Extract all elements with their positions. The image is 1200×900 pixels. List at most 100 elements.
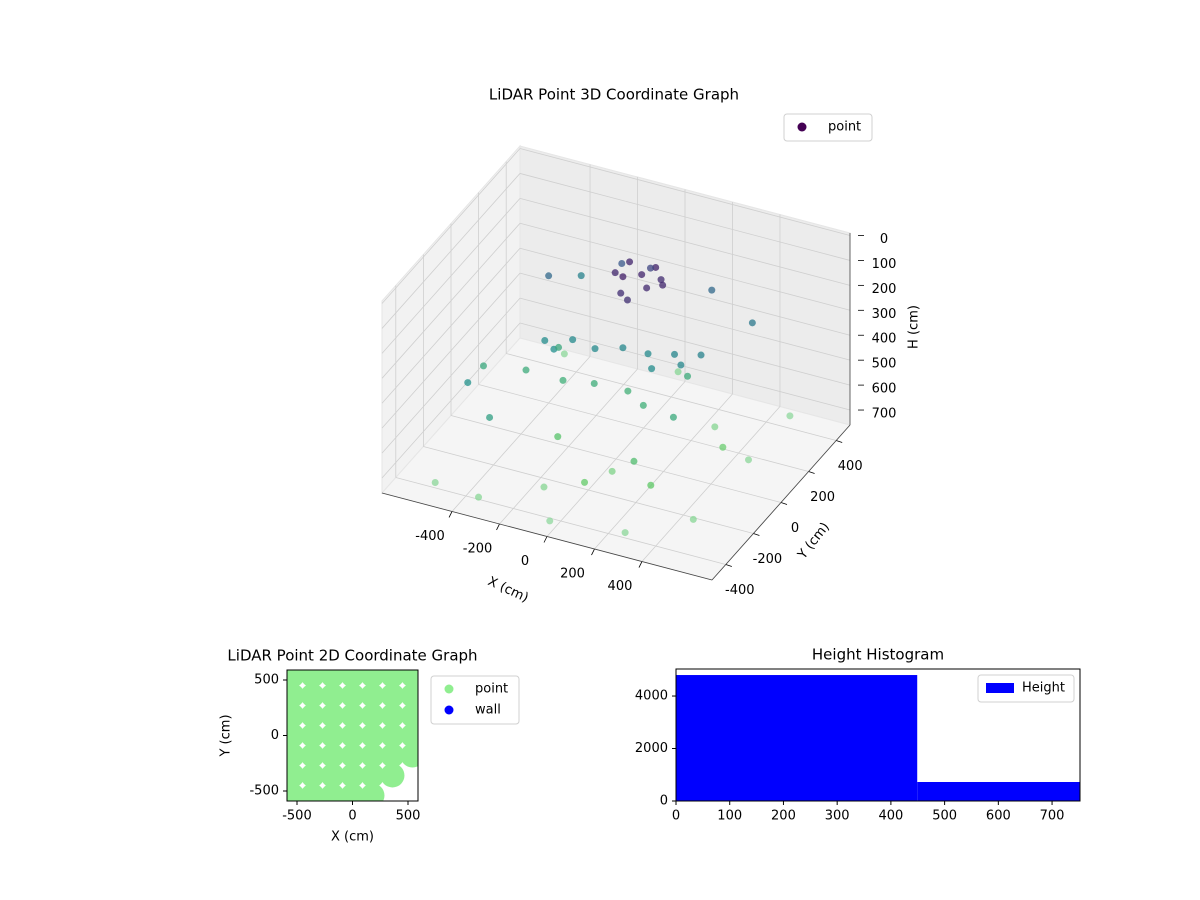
point: [300, 703, 325, 728]
legend-marker: [986, 683, 1014, 693]
point: [674, 368, 682, 376]
point: [647, 481, 655, 489]
point: [624, 387, 632, 395]
point: [554, 433, 562, 441]
point: [380, 743, 405, 768]
point: [581, 478, 589, 486]
point: [340, 670, 365, 688]
point: [719, 443, 727, 451]
point: [669, 413, 677, 421]
point: [360, 723, 385, 748]
point: [300, 743, 325, 768]
y-tick: [836, 440, 843, 443]
point: [287, 763, 305, 788]
chart-title: LiDAR Point 2D Coordinate Graph: [227, 647, 477, 665]
point: [630, 457, 638, 465]
x-tick-label: 700: [1040, 809, 1065, 824]
point: [479, 362, 487, 370]
point: [340, 683, 365, 708]
x-tick-label: 400: [878, 809, 903, 824]
point: [546, 517, 554, 525]
point: [320, 763, 345, 788]
x-tick-label: -200: [463, 541, 493, 556]
grid-line: [381, 272, 521, 429]
point: [621, 529, 629, 537]
plot-area: [287, 670, 418, 801]
point: [541, 336, 549, 344]
point: [608, 467, 616, 475]
grid-line: [519, 197, 851, 286]
point: [619, 273, 627, 281]
point: [340, 783, 365, 801]
y-tick: [753, 533, 760, 536]
point: [287, 670, 305, 688]
grid-line: [519, 247, 851, 336]
x-tick: [448, 511, 453, 518]
x-tick-label: 500: [932, 809, 957, 824]
y-tick-label: -200: [753, 552, 783, 567]
point: [623, 296, 631, 304]
point: [475, 493, 483, 501]
point: [626, 258, 634, 266]
z-tick-label: 400: [872, 332, 897, 347]
y-tick: [808, 471, 815, 474]
grid-line: [381, 223, 521, 379]
y-tick-label: -500: [249, 784, 279, 799]
z-tick-label: 600: [872, 382, 897, 397]
point: [360, 703, 385, 728]
point: [360, 683, 385, 708]
point: [619, 344, 627, 352]
point: [400, 723, 418, 748]
chart-title: LiDAR Point 3D Coordinate Graph: [489, 86, 739, 104]
x-tick-label: -500: [282, 809, 312, 824]
point: [617, 289, 625, 297]
x-tick-label: 500: [396, 809, 421, 824]
point: [647, 264, 654, 272]
x-tick: [543, 536, 548, 543]
x-tick-label: 200: [560, 567, 585, 582]
axis-line: [381, 492, 713, 581]
point: [786, 412, 794, 420]
x-tick: [496, 523, 500, 531]
point: [400, 703, 418, 728]
point: [486, 413, 494, 421]
grid-line: [381, 322, 521, 479]
z-tick-label: 500: [872, 357, 897, 372]
grid-line: [423, 446, 754, 534]
y-tick-label: 400: [838, 459, 863, 474]
chart-title: Height Histogram: [812, 646, 944, 664]
point: [708, 286, 716, 294]
point: [380, 723, 405, 748]
point: [360, 783, 385, 801]
point: [648, 365, 656, 373]
point: [559, 376, 567, 384]
point: [287, 783, 305, 801]
point: [431, 478, 439, 486]
point: [380, 763, 405, 788]
x-tick-label: 300: [825, 809, 850, 824]
point: [591, 345, 599, 353]
grid-line: [381, 247, 521, 404]
point: [745, 456, 753, 464]
grid-line: [519, 173, 851, 261]
point: [380, 683, 405, 708]
y-tick-label: -400: [725, 583, 755, 598]
point: [569, 336, 577, 344]
y-tick: [780, 502, 788, 505]
point: [400, 743, 418, 768]
y-tick-label: 500: [254, 672, 279, 687]
point: [644, 350, 652, 358]
point: [287, 703, 305, 728]
legend-label: point: [475, 682, 508, 697]
grid-line: [519, 148, 851, 236]
z-tick-label: 0: [880, 232, 888, 247]
grid-line: [450, 415, 782, 503]
point: [522, 366, 530, 374]
point: [652, 263, 660, 271]
x-tick-label: 0: [348, 809, 356, 824]
x-tick-label: 0: [672, 809, 680, 824]
point: [711, 423, 719, 431]
legend-box: [783, 113, 873, 142]
